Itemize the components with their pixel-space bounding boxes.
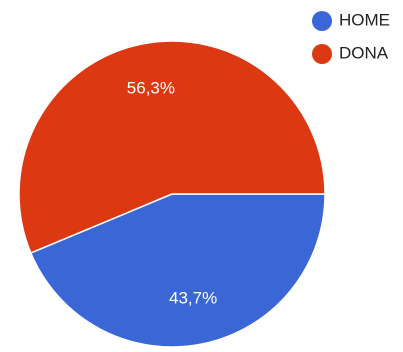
legend-swatch-home (312, 11, 332, 31)
pie-slice-home[interactable] (29, 193, 326, 348)
slice-value-label-home: 43,7% (169, 288, 217, 307)
legend-swatch-dona (312, 44, 332, 64)
pie-slices (18, 40, 326, 348)
legend: HOME DONA (312, 10, 390, 64)
slice-value-label-dona: 56,3% (127, 78, 175, 97)
pie-slice-dona[interactable] (18, 40, 326, 254)
pie-slice-labels: 43,7% 56,3% (127, 78, 217, 307)
legend-label-dona: DONA (339, 43, 389, 62)
legend-label-home: HOME (339, 10, 390, 29)
